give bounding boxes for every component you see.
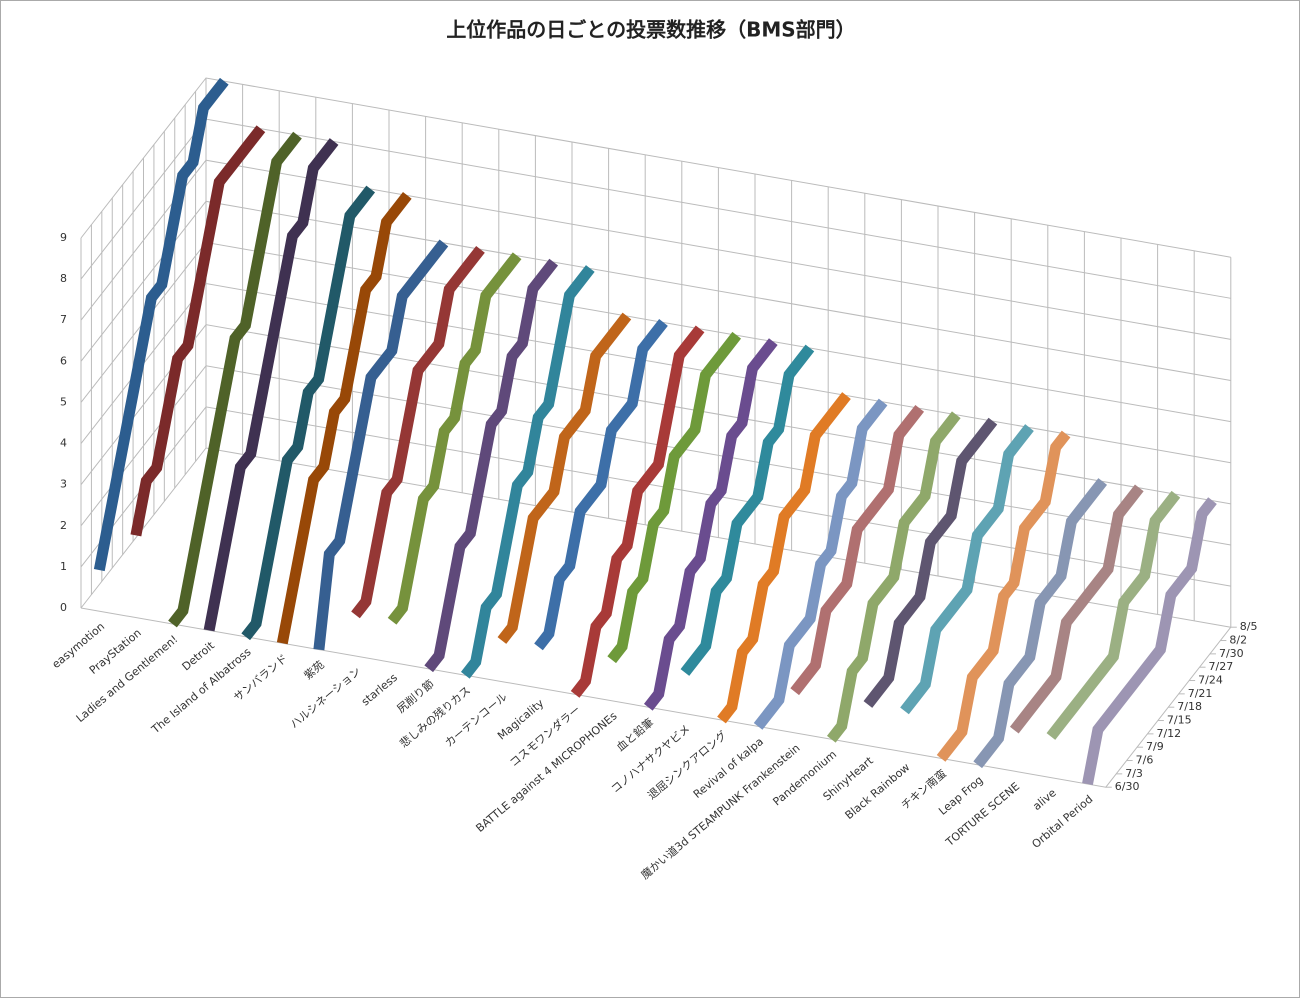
ribbon (203, 138, 339, 632)
x-tick-label: コノハナサクヤビメ (609, 722, 693, 796)
x-tick-label: 退屈シンクアロング (645, 728, 730, 802)
ribbon (460, 265, 595, 679)
ribbon (936, 430, 1071, 762)
depth-tick-label: 7/30 (1219, 647, 1244, 660)
x-tick-label: 紫苑 (302, 658, 327, 682)
ribbon (534, 319, 668, 651)
ribbon (351, 245, 485, 619)
ribbon (570, 325, 705, 698)
grid-line (80, 77, 1231, 258)
x-tick-label: Detroit (180, 639, 218, 674)
depth-tick-label: 6/30 (1115, 780, 1140, 793)
depth-tick-label: 7/21 (1188, 687, 1213, 700)
ribbon (1009, 484, 1144, 734)
ribbon (973, 478, 1108, 769)
ribbon (826, 411, 961, 743)
y-tick-label: 9 (60, 231, 67, 244)
ribbon (753, 398, 888, 730)
ribbon (497, 312, 632, 644)
depth-tick-label: 7/18 (1177, 700, 1202, 713)
chart-title: 上位作品の日ごとの投票数推移（BMS部門） (446, 18, 855, 42)
y-tick-label: 6 (60, 354, 67, 367)
ribbon (93, 77, 229, 572)
ribbon (900, 424, 1034, 715)
ribbon (130, 125, 266, 537)
y-tick-label: 8 (60, 272, 67, 285)
y-tick-label: 0 (60, 601, 67, 614)
ribbon (241, 185, 376, 641)
depth-tick-label: 7/9 (1146, 740, 1164, 753)
ribbon (1082, 497, 1217, 786)
ribbon (607, 331, 742, 664)
ribbon (680, 344, 815, 676)
depth-tick-label: 7/27 (1209, 660, 1234, 673)
ribbon (863, 417, 998, 708)
depth-tick-label: 7/15 (1167, 714, 1192, 727)
x-tick-label: starless (359, 671, 400, 709)
ribbon (790, 404, 925, 696)
floor-edge (80, 607, 1232, 788)
ribbon (168, 131, 302, 628)
x-tick-label: 魔かい道3d STEAMPUNK Frankenstein (638, 741, 803, 882)
ribbon (276, 192, 412, 645)
y-tick-label: 4 (60, 437, 67, 450)
y-tick-label: 7 (60, 313, 67, 326)
depth-tick-label: 7/3 (1125, 767, 1143, 780)
ribbon (643, 338, 778, 711)
ribbon (387, 252, 522, 625)
ribbon (717, 392, 851, 724)
x-tick-label: TORTURE SCENE (943, 780, 1023, 850)
ribbon (313, 239, 449, 651)
x-tick-label: ハルシネーション (288, 665, 364, 731)
depth-tick-label: 7/6 (1136, 754, 1154, 767)
y-tick-label: 2 (60, 519, 67, 532)
x-tick-label: alive (1030, 786, 1059, 813)
y-tick-label: 5 (60, 395, 67, 408)
grid-line (80, 159, 1231, 340)
x-tick-label: 尻削り節 (394, 677, 437, 716)
y-tick-label: 3 (60, 478, 67, 491)
ribbon (424, 258, 559, 673)
x-tick-label: 血と鉛筆 (613, 715, 656, 754)
y-tick-label: 1 (60, 560, 67, 573)
ribbon (1046, 490, 1181, 740)
depth-tick-label: 8/5 (1240, 620, 1258, 633)
depth-tick-label: 7/24 (1198, 674, 1223, 687)
depth-tick-label: 7/12 (1156, 727, 1181, 740)
depth-tick-label: 8/2 (1229, 634, 1247, 647)
